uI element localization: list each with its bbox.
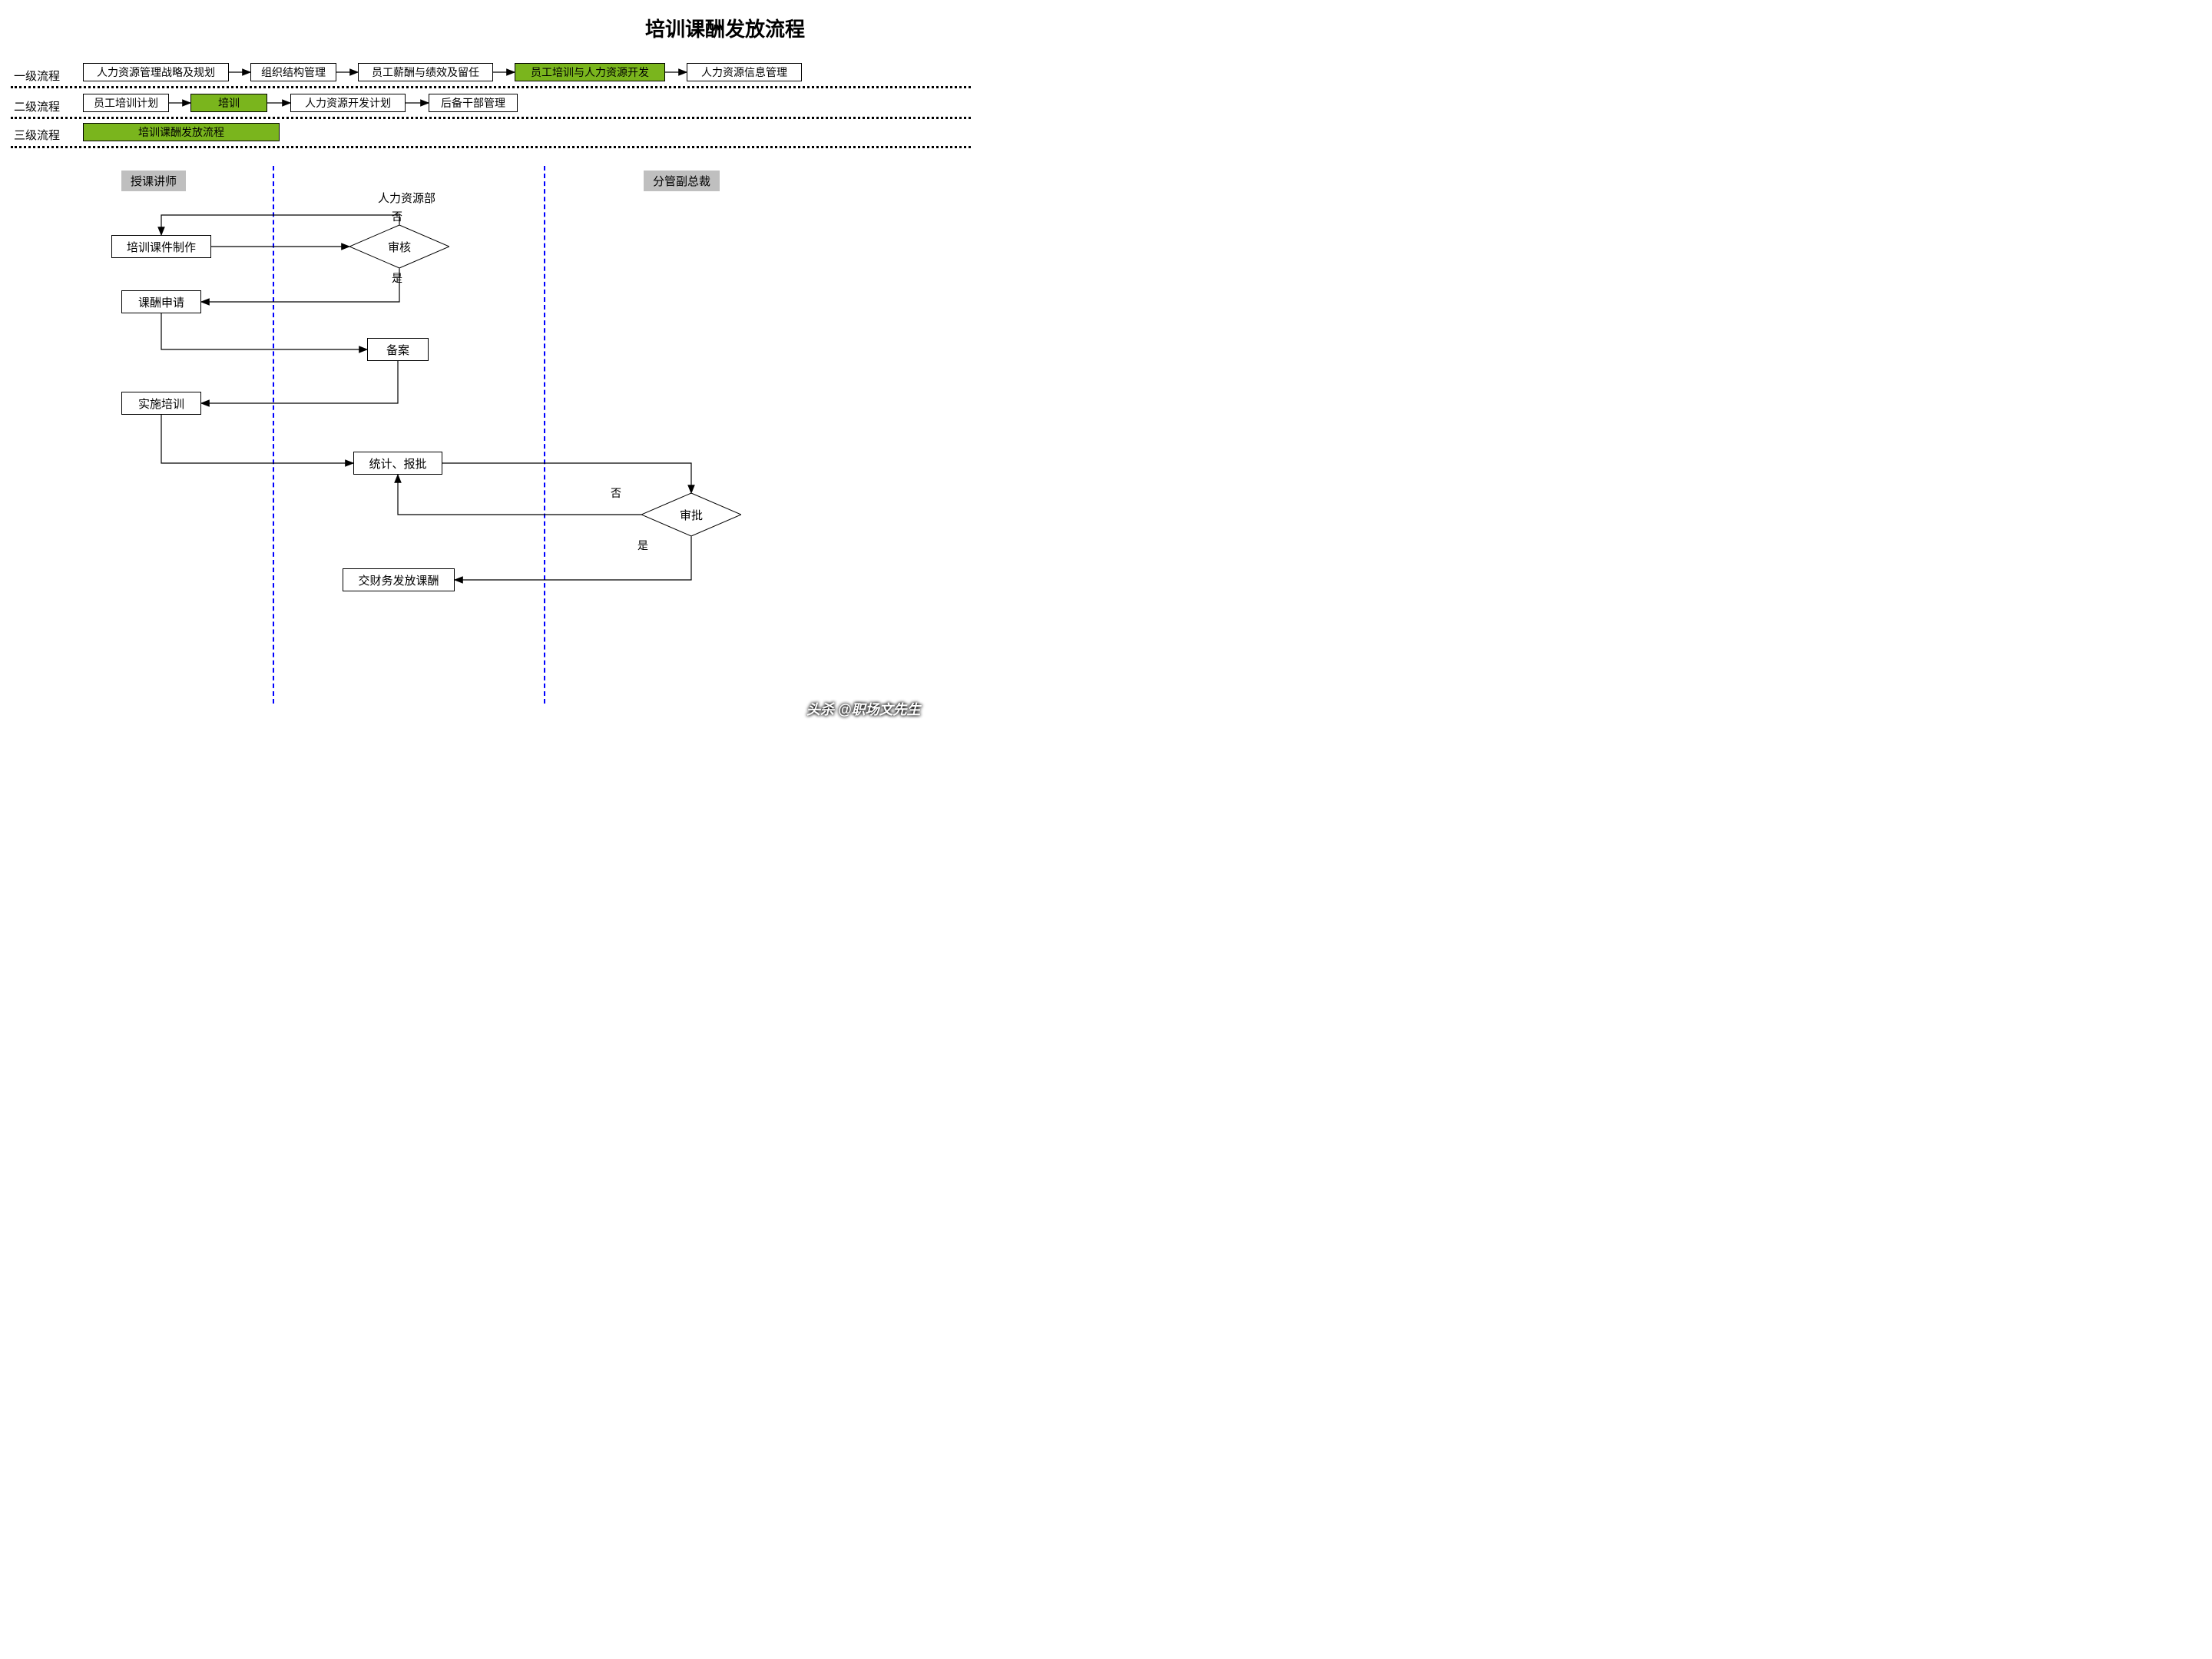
- watermark: 头杀 @职场文先生: [806, 699, 921, 719]
- level2-label: 二级流程: [14, 98, 60, 114]
- level1-label: 一级流程: [14, 68, 60, 84]
- edge-label-3: 是: [637, 538, 648, 553]
- nav-l2-box-2: 人力资源开发计划: [290, 94, 406, 112]
- diamond-d1: 审核: [349, 225, 449, 268]
- dotted-sep-2: [11, 117, 971, 119]
- nav-l2-box-0: 员工培训计划: [83, 94, 169, 112]
- flow-box-b4: 实施培训: [121, 392, 201, 415]
- lane-divider-0: [273, 166, 274, 704]
- flow-box-b3: 备案: [367, 338, 429, 361]
- flow-box-b6: 交财务发放课酬: [343, 568, 455, 591]
- swimlane-header-0: 授课讲师: [121, 171, 186, 191]
- dotted-sep-1: [11, 86, 971, 88]
- flow-box-b5: 统计、报批: [353, 452, 442, 475]
- flow-box-b1: 培训课件制作: [111, 235, 211, 258]
- nav-l2-box-1: 培训: [190, 94, 267, 112]
- nav-l3-box-0: 培训课酬发放流程: [83, 123, 280, 141]
- swimlane-header-1: 人力资源部: [369, 187, 445, 208]
- lane-divider-1: [544, 166, 545, 704]
- nav-l1-box-3: 员工培训与人力资源开发: [515, 63, 665, 81]
- level3-label: 三级流程: [14, 127, 60, 143]
- page-title: 培训课酬发放流程: [645, 14, 805, 42]
- diamond-d2: 审批: [641, 493, 741, 536]
- nav-l1-box-0: 人力资源管理战略及规划: [83, 63, 229, 81]
- edge-label-0: 否: [392, 209, 402, 224]
- swimlane-header-2: 分管副总裁: [644, 171, 720, 191]
- dotted-sep-3: [11, 146, 971, 148]
- diamond-label-d1: 审核: [349, 239, 449, 255]
- flow-box-b2: 课酬申请: [121, 290, 201, 313]
- nav-l1-box-4: 人力资源信息管理: [687, 63, 802, 81]
- nav-l2-box-3: 后备干部管理: [429, 94, 518, 112]
- edge-label-1: 是: [392, 270, 402, 286]
- nav-l1-box-1: 组织结构管理: [250, 63, 336, 81]
- edge-label-2: 否: [611, 485, 621, 501]
- nav-l1-box-2: 员工薪酬与绩效及留任: [358, 63, 493, 81]
- diamond-label-d2: 审批: [641, 507, 741, 523]
